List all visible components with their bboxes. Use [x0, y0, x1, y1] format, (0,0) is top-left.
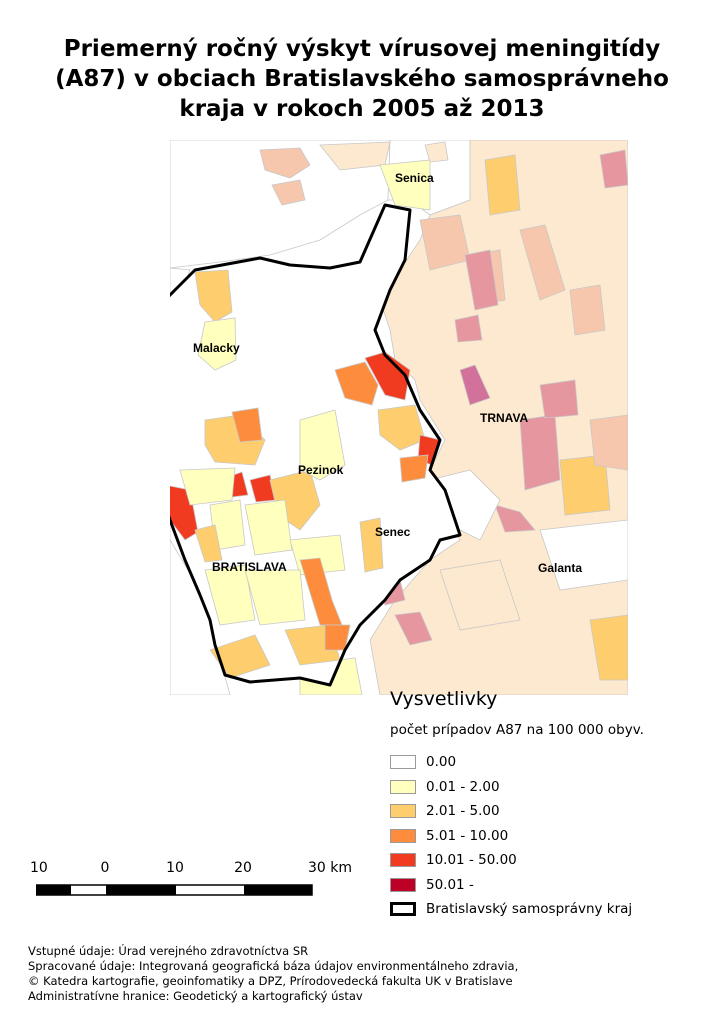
legend-label: 10.01 - 50.00 [426, 852, 517, 869]
legend-item: 2.01 - 5.00 [390, 799, 690, 824]
outside-patch-17 [559, 454, 611, 516]
legend-label: 50.01 - [426, 876, 474, 893]
outside-patch-14 [519, 414, 561, 491]
legend-classes: 0.00 0.01 - 2.00 2.01 - 5.00 5.01 - 10.0… [390, 750, 690, 922]
legend-label: 0.01 - 2.00 [426, 778, 500, 795]
credit-line: © Katedra kartografie, geoinfomatiky a D… [28, 974, 513, 988]
municipality-north-malacky [194, 269, 233, 323]
legend-subtitle: počet prípadov A87 na 100 000 obyv. [390, 722, 644, 738]
label-trnava: TRNAVA [480, 411, 529, 425]
legend-swatch [390, 755, 416, 770]
legend-item: 5.01 - 10.00 [390, 824, 690, 849]
legend-swatch [390, 828, 416, 843]
outside-patch-22 [439, 559, 521, 631]
outside-patch-10 [519, 224, 566, 301]
outside-patch-23 [394, 611, 433, 646]
legend-item: 10.01 - 50.00 [390, 848, 690, 873]
outside-patch-7 [599, 149, 628, 189]
outside-patch-11 [454, 314, 483, 343]
label-galanta: Galanta [538, 561, 582, 575]
municipality-senec-1 [359, 517, 384, 573]
label-malacky: Malacky [193, 341, 240, 355]
municipality-ne-2 [364, 351, 411, 401]
title-line-2: (A87) v obciach Bratislavského samospráv… [55, 66, 669, 92]
scale-label: 10 [166, 860, 184, 876]
label-senica: Senica [395, 171, 434, 185]
scale-label: 0 [100, 860, 110, 876]
credit-line: Spracované údaje: Integrovaná geografick… [28, 959, 519, 973]
credit-line: Administratívne hranice: Geodetický a ka… [28, 989, 363, 1003]
label-pezinok: Pezinok [298, 463, 344, 477]
legend-label: 5.01 - 10.00 [426, 827, 509, 844]
legend-boundary-label: Bratislavský samosprávny kraj [426, 901, 633, 918]
legend-boundary-swatch [390, 902, 416, 917]
outside-patch-5 [424, 141, 449, 163]
title-line-1: Priemerný ročný výskyt vírusovej meningi… [63, 36, 661, 62]
outside-patch-12 [459, 364, 491, 406]
outside-patch-15 [539, 379, 579, 419]
legend-swatch [390, 853, 416, 868]
scale-bar-graphic [36, 884, 313, 896]
municipality-ba-7 [299, 557, 343, 626]
legend-item: 0.01 - 2.00 [390, 775, 690, 800]
outside-patch-1 [259, 147, 311, 179]
outside-patch-6 [484, 154, 521, 216]
credit-line: Vstupné údaje: Úrad verejného zdravotníc… [28, 944, 309, 958]
legend-swatch [390, 779, 416, 794]
municipality-ba-5 [204, 564, 256, 626]
credits: Vstupné údaje: Úrad verejného zdravotníc… [28, 944, 518, 1004]
place-labels: Senica Malacky TRNAVA Pezinok Senec BRAT… [193, 171, 582, 575]
legend-label: 2.01 - 5.00 [426, 803, 500, 820]
label-senec: Senec [375, 525, 411, 539]
legend-item: 0.00 [390, 750, 690, 775]
outside-municipalities [170, 140, 628, 695]
municipality-ba-3 [194, 524, 223, 563]
legend-swatch [390, 804, 416, 819]
municipality-pezinok-1 [299, 409, 346, 481]
legend-title: Vysvetlivky [390, 688, 498, 710]
outside-patch-18 [589, 414, 628, 471]
legend-swatch [390, 877, 416, 892]
label-bratislava: BRATISLAVA [212, 560, 287, 574]
municipality-center-2 [231, 407, 263, 443]
municipality-malacky-1 [197, 317, 237, 371]
legend: Vysvetlivky počet prípadov A87 na 100 00… [390, 688, 690, 922]
outside-patch-13 [464, 249, 499, 311]
municipality-ne-1 [334, 361, 379, 406]
outside-patch-24 [589, 614, 628, 681]
title-line-3: kraja v rokoch 2005 až 2013 [179, 96, 545, 122]
region-municipalities [140, 204, 461, 686]
region-boundary [170, 203, 462, 687]
outside-patch-2 [271, 179, 306, 206]
municipality-ba-6 [244, 569, 306, 626]
scale-label: 10 [30, 860, 48, 876]
legend-label: 0.00 [426, 754, 457, 771]
legend-item-boundary: Bratislavský samosprávny kraj [390, 897, 690, 922]
map-title: Priemerný ročný výskyt vírusovej meningi… [40, 34, 684, 124]
municipality-ba-2 [244, 499, 293, 556]
municipality-ne-5 [399, 454, 429, 483]
outside-patch-4 [379, 159, 431, 211]
municipality-center-5 [179, 467, 236, 506]
municipality-west-1 [140, 390, 168, 460]
legend-item: 50.01 - [390, 873, 690, 898]
outside-patch-16 [569, 284, 606, 336]
scale-label: 30 km [308, 860, 353, 876]
scale-label: 20 [234, 860, 252, 876]
outside-patch-19 [494, 504, 536, 533]
outside-patch-21 [539, 519, 628, 591]
municipality-ne-3 [377, 404, 426, 451]
